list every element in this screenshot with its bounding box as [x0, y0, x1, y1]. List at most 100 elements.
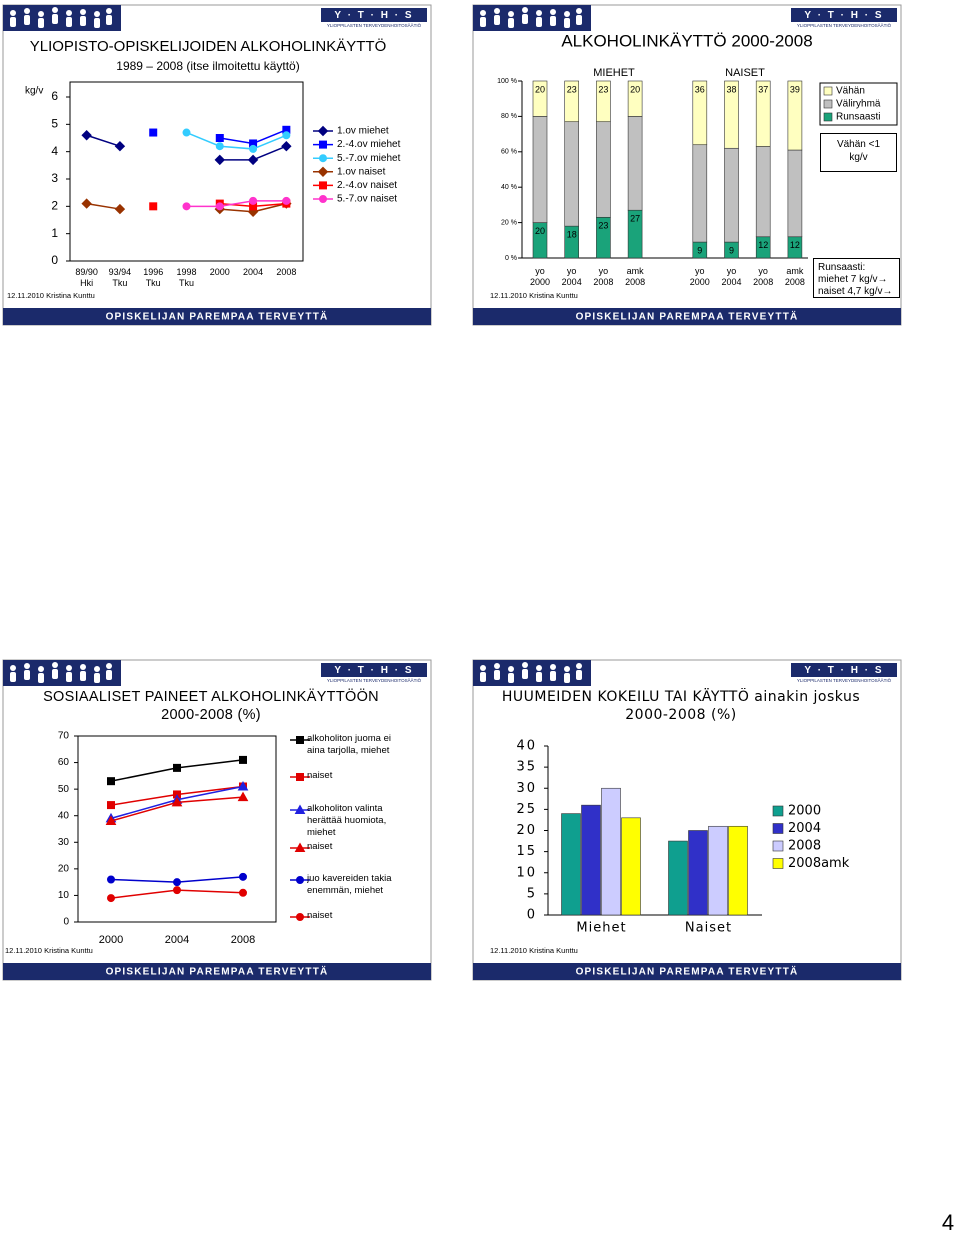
silhouette-head [106, 663, 112, 669]
silhouette-body [522, 669, 528, 679]
x-tick-label: yo 2000 [689, 266, 710, 287]
bar-segment [532, 116, 548, 223]
x-tick-label-area: amk 2008 [784, 266, 805, 287]
y-tick-label: 40 % [501, 184, 517, 191]
slide-frame [472, 659, 902, 981]
plot-frame [69, 81, 304, 262]
data-label: 9 [729, 245, 734, 255]
data-label: 12 [758, 240, 768, 250]
bar [621, 817, 641, 916]
x-tick-label: 2000 [209, 267, 230, 277]
marker [107, 801, 115, 810]
footer: OPISKELIJAN PAREMPAA TERVEYTTÄ [106, 310, 329, 323]
marker [107, 894, 115, 903]
series-line [186, 200, 287, 208]
silhouette-head [576, 8, 582, 14]
bar-segment [596, 80, 611, 123]
legend-label: Väliryhmä [836, 99, 881, 110]
page-number: 4 [942, 1210, 954, 1233]
logo-box [791, 663, 897, 677]
silhouette-head [550, 664, 556, 670]
x-tick-label-area: 89/90 Hki [75, 267, 98, 288]
y-tick-label: 0 [63, 917, 69, 928]
marker [294, 804, 306, 814]
silhouette-head [564, 11, 570, 17]
y-tick-label: 70 [58, 731, 70, 742]
marker [107, 777, 115, 786]
data-label: 18 [567, 230, 577, 240]
y-tick-label: 4 [51, 144, 58, 158]
legend-label-area: naiset [307, 770, 332, 781]
bar [708, 825, 728, 916]
marker [239, 872, 247, 881]
y-tick-label: 30 [58, 837, 70, 848]
x-tick-label: Naiset [685, 921, 732, 936]
silhouette-body [80, 671, 86, 681]
legend-label: naiset [307, 841, 333, 852]
x-tick-label: 2008 [231, 934, 255, 946]
y-tick-label: 80 % [501, 113, 517, 120]
marker [239, 888, 247, 897]
silhouette-body [52, 14, 58, 24]
bar [601, 787, 621, 916]
legend-label: 2004 [788, 821, 821, 836]
silhouette-head [52, 7, 58, 13]
marker [282, 196, 291, 205]
legend-label: alkoholiton valinta herättää huomiota, m… [307, 803, 387, 838]
bar-segment [532, 80, 548, 117]
chart-subtitle: 1989 – 2008 (itse ilmoitettu käyttö) [116, 59, 299, 73]
bar-segment [564, 121, 579, 227]
header-band [473, 5, 591, 31]
legend-label: juo kavereiden takia enemmän, miehet [307, 873, 392, 896]
y-tick-label: 100 % [497, 78, 517, 85]
legend-label: 2.-4.ov miehet [337, 139, 401, 150]
x-tick-label: 2000 [99, 934, 123, 946]
silhouette-body [480, 17, 486, 27]
bar-segment [724, 80, 739, 149]
marker [215, 202, 224, 211]
legend-label: 1.ov naiset [337, 166, 386, 177]
data-label: 20 [535, 84, 545, 94]
x-tick-label: amk 2008 [784, 266, 805, 287]
marker [282, 131, 291, 140]
silhouette-head [576, 663, 582, 669]
silhouette-body [480, 672, 486, 682]
legend-swatch [772, 840, 784, 852]
slide-date: 12.11.2010 Kristina Kunttu [5, 946, 93, 955]
y-axis-label: kg/v [25, 86, 43, 97]
silhouette-body [508, 18, 514, 28]
bar-segment [627, 116, 643, 211]
x-tick-label: yo 2000 [529, 266, 551, 287]
y-tick-label: 3 [51, 171, 58, 185]
marker [296, 876, 304, 884]
slide-date: 12.11.2010 Kristina Kunttu [7, 291, 95, 300]
x-tick-label-area: yo 2004 [562, 266, 582, 287]
silhouette-head [480, 665, 486, 671]
marker [81, 198, 92, 209]
legend-label-area: naiset [307, 841, 333, 852]
silhouette-head [24, 8, 30, 14]
bar-segment [724, 147, 739, 243]
y-tick-label: 35 [516, 760, 537, 775]
x-tick-label-area: yo 2004 [721, 266, 741, 287]
x-tick-label-area: yo 2000 [689, 266, 710, 287]
data-label: 23 [567, 84, 577, 94]
bar-segment [692, 144, 708, 243]
marker [171, 796, 183, 807]
marker [249, 144, 258, 153]
chart-title: ALKOHOLINKÄYTTÖ 2000-2008 [561, 31, 812, 50]
y-tick-label: 30 [516, 781, 537, 796]
header-band [3, 660, 121, 686]
logo-box [321, 8, 427, 22]
footer-band [3, 963, 431, 980]
group-label: MIEHET [593, 67, 635, 79]
x-tick-label: 1998 Tku [176, 267, 197, 288]
legend-swatch [823, 86, 833, 96]
marker [215, 142, 224, 151]
data-label: 39 [790, 84, 800, 94]
silhouette-body [10, 672, 16, 682]
silhouette-head [106, 8, 112, 14]
logo: Y · T · H · S [334, 665, 413, 676]
